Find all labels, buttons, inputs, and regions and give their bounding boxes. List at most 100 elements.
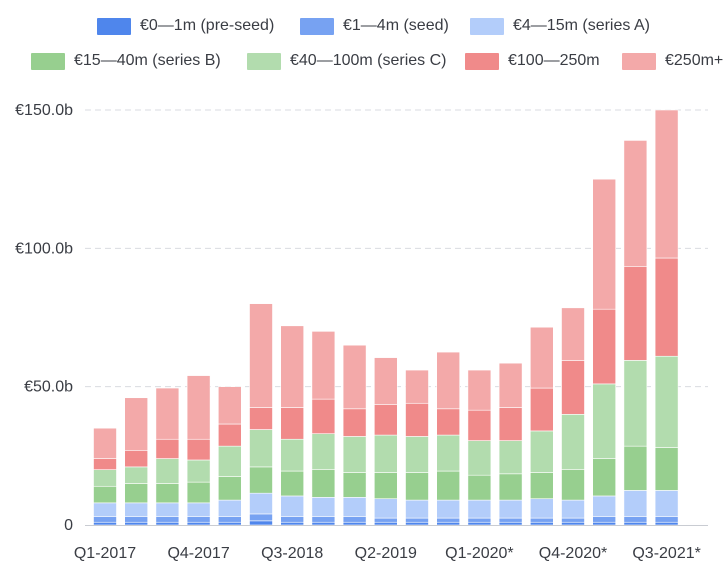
bar-stack-q2-2021[interactable] [623, 140, 648, 526]
bar-segment-1-4m-seed[interactable] [311, 516, 336, 523]
bar-stack-q3-2018[interactable] [280, 325, 305, 526]
bar-segment-4-15m-series-a[interactable] [498, 499, 523, 519]
bar-segment-4-15m-series-a[interactable] [218, 499, 242, 518]
bar-segment-4-15m-series-a[interactable] [155, 502, 180, 518]
bar-segment-15-40m-series-b[interactable] [218, 476, 242, 501]
bar-stack-q3-2020[interactable] [529, 326, 554, 526]
bar-segment-40-100m-series-c[interactable] [405, 436, 429, 473]
bar-segment-0-1m-pre-seed[interactable] [373, 521, 398, 526]
bar-segment-4-15m-series-a[interactable] [467, 499, 492, 519]
bar-segment-15-40m-series-b[interactable] [311, 469, 336, 498]
bar-segment-15-40m-series-b[interactable] [373, 472, 398, 500]
bar-segment-0-1m-pre-seed[interactable] [529, 521, 554, 526]
bar-segment-0-1m-pre-seed[interactable] [311, 521, 336, 526]
bar-segment-100-250m[interactable] [529, 387, 554, 432]
bar-segment-15-40m-series-b[interactable] [93, 485, 117, 504]
bar-segment-100-250m[interactable] [654, 257, 679, 357]
bar-segment-15-40m-series-b[interactable] [467, 474, 492, 501]
bar-segment-40-100m-series-c[interactable] [373, 434, 398, 473]
bar-segment-250m[interactable] [155, 387, 180, 440]
bar-segment-100-250m[interactable] [280, 407, 305, 440]
bar-segment-4-15m-series-a[interactable] [249, 492, 273, 515]
bar-segment-40-100m-series-c[interactable] [529, 430, 554, 473]
bar-segment-4-15m-series-a[interactable] [280, 495, 305, 518]
bar-segment-0-1m-pre-seed[interactable] [249, 520, 273, 526]
bar-segment-40-100m-series-c[interactable] [93, 469, 117, 487]
bar-stack-q1-2020[interactable] [467, 369, 492, 526]
bar-segment-0-1m-pre-seed[interactable] [93, 521, 117, 526]
bar-segment-250m[interactable] [467, 369, 492, 411]
bar-segment-4-15m-series-a[interactable] [561, 499, 585, 519]
legend-item-250m[interactable]: €250m+ [622, 52, 723, 70]
bar-segment-100-250m[interactable] [561, 360, 585, 415]
bar-segment-250m[interactable] [529, 326, 554, 389]
bar-segment-4-15m-series-a[interactable] [311, 497, 336, 518]
bar-segment-0-1m-pre-seed[interactable] [654, 521, 679, 526]
bar-segment-0-1m-pre-seed[interactable] [124, 521, 148, 526]
bar-segment-40-100m-series-c[interactable] [436, 434, 461, 472]
bar-segment-250m[interactable] [561, 307, 585, 361]
bar-segment-40-100m-series-c[interactable] [498, 440, 523, 475]
bar-segment-1-4m-seed[interactable] [467, 517, 492, 523]
bar-segment-1-4m-seed[interactable] [280, 516, 305, 523]
bar-segment-1-4m-seed[interactable] [405, 517, 429, 523]
bar-segment-100-250m[interactable] [373, 404, 398, 436]
bar-stack-q3-2021[interactable] [654, 109, 679, 526]
bar-segment-250m[interactable] [436, 351, 461, 410]
bar-segment-15-40m-series-b[interactable] [280, 470, 305, 497]
bar-segment-40-100m-series-c[interactable] [218, 445, 242, 477]
bar-segment-40-100m-series-c[interactable] [186, 459, 211, 483]
bar-segment-4-15m-series-a[interactable] [186, 502, 211, 518]
bar-segment-15-40m-series-b[interactable] [249, 466, 273, 494]
bar-segment-4-15m-series-a[interactable] [124, 502, 148, 518]
bar-segment-250m[interactable] [218, 386, 242, 425]
bar-segment-40-100m-series-c[interactable] [654, 355, 679, 448]
bar-segment-4-15m-series-a[interactable] [436, 499, 461, 519]
bar-segment-15-40m-series-b[interactable] [124, 483, 148, 504]
bar-stack-q4-2018[interactable] [311, 331, 336, 526]
bar-segment-1-4m-seed[interactable] [436, 517, 461, 523]
bar-stack-q1-2017[interactable] [93, 427, 117, 526]
bar-stack-q2-2018[interactable] [249, 303, 273, 526]
bar-segment-100-250m[interactable] [218, 423, 242, 447]
bar-segment-4-15m-series-a[interactable] [342, 497, 367, 518]
bar-stack-q2-2019[interactable] [373, 357, 398, 526]
legend-item-100-250m[interactable]: €100—250m [465, 52, 600, 70]
bar-segment-40-100m-series-c[interactable] [561, 414, 585, 470]
bar-segment-1-4m-seed[interactable] [93, 516, 117, 523]
bar-segment-1-4m-seed[interactable] [561, 517, 585, 523]
bar-segment-40-100m-series-c[interactable] [342, 436, 367, 473]
bar-segment-4-15m-series-a[interactable] [93, 502, 117, 518]
bar-segment-100-250m[interactable] [186, 438, 211, 461]
bar-segment-0-1m-pre-seed[interactable] [405, 521, 429, 526]
bar-segment-100-250m[interactable] [93, 458, 117, 470]
legend-item-0-1m-pre-seed[interactable]: €0—1m (pre-seed) [97, 17, 274, 35]
bar-segment-250m[interactable] [498, 362, 523, 408]
bar-segment-1-4m-seed[interactable] [186, 516, 211, 523]
bar-segment-100-250m[interactable] [311, 398, 336, 435]
bar-segment-40-100m-series-c[interactable] [280, 438, 305, 472]
bar-stack-q2-2017[interactable] [124, 397, 148, 526]
bar-segment-250m[interactable] [93, 427, 117, 459]
bar-segment-0-1m-pre-seed[interactable] [498, 521, 523, 526]
bar-segment-0-1m-pre-seed[interactable] [218, 521, 242, 526]
bar-segment-40-100m-series-c[interactable] [623, 360, 648, 447]
bar-segment-1-4m-seed[interactable] [155, 516, 180, 523]
bar-segment-15-40m-series-b[interactable] [498, 473, 523, 501]
bar-segment-15-40m-series-b[interactable] [436, 470, 461, 501]
bar-segment-4-15m-series-a[interactable] [373, 498, 398, 519]
bar-stack-q2-2020[interactable] [498, 362, 523, 526]
bar-segment-0-1m-pre-seed[interactable] [155, 521, 180, 526]
bar-segment-4-15m-series-a[interactable] [529, 498, 554, 519]
legend-item-4-15m-series-a[interactable]: €4—15m (series A) [470, 17, 650, 35]
bar-segment-40-100m-series-c[interactable] [592, 383, 617, 459]
bar-segment-100-250m[interactable] [124, 449, 148, 468]
bar-segment-40-100m-series-c[interactable] [249, 429, 273, 468]
bar-segment-15-40m-series-b[interactable] [186, 481, 211, 504]
bar-segment-100-250m[interactable] [405, 402, 429, 437]
legend-item-1-4m-seed[interactable]: €1—4m (seed) [300, 17, 449, 35]
bar-stack-q1-2019[interactable] [342, 344, 367, 526]
bar-segment-250m[interactable] [654, 109, 679, 259]
bar-segment-4-15m-series-a[interactable] [405, 499, 429, 519]
bar-stack-q3-2019[interactable] [405, 369, 429, 526]
